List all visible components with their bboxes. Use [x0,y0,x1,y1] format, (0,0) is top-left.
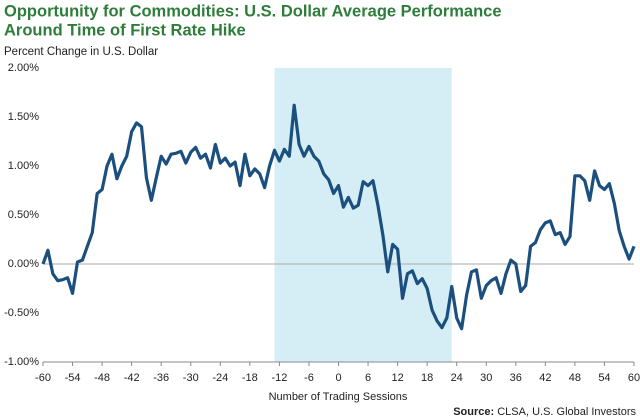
source-label: Source: [453,406,494,418]
subtitle: Percent Change in U.S. Dollar [4,46,158,58]
x-tick-label: -24 [212,372,228,384]
y-tick-label: 0.50% [8,209,39,221]
y-tick-label: -0.50% [4,307,39,319]
x-axis-label: Number of Trading Sessions [269,391,408,403]
x-tick-label: 30 [480,372,492,384]
x-tick-label: 18 [421,372,433,384]
x-tick-label: -6 [304,372,314,384]
source-text: CLSA, U.S. Global Investors [497,406,636,418]
x-tick-label: 42 [539,372,551,384]
line-series [41,103,636,331]
x-tick-label: 24 [451,372,463,384]
x-tick-label: -36 [153,372,169,384]
highlight-band [274,68,452,362]
x-tick-label: 48 [569,372,581,384]
y-tick-label: 2.00% [8,62,39,74]
y-tick-label: 1.00% [8,160,39,172]
chart-title: Opportunity for Commodities: U.S. Dollar… [4,2,502,20]
x-tick-label: -12 [271,372,287,384]
x-tick-label: 0 [335,372,341,384]
x-tick-label: -42 [124,372,140,384]
y-tick-label: -1.00% [4,356,39,368]
x-tick-label: 6 [365,372,371,384]
x-tick-label: -60 [35,372,51,384]
x-tick-label: 60 [628,372,640,384]
x-tick-label: -30 [183,372,199,384]
x-tick-label: -48 [94,372,110,384]
x-tick-label: 12 [391,372,403,384]
source: Source: CLSA, U.S. Global Investors [453,406,636,418]
y-tick-label: 0.00% [8,258,39,270]
x-tick-label: -54 [65,372,81,384]
x-tick-label: 54 [598,372,610,384]
chart-title: Around Time of First Rate Hike [4,21,246,39]
y-tick-label: 1.50% [8,111,39,123]
x-tick-label: 36 [510,372,522,384]
x-tick-label: -18 [242,372,258,384]
